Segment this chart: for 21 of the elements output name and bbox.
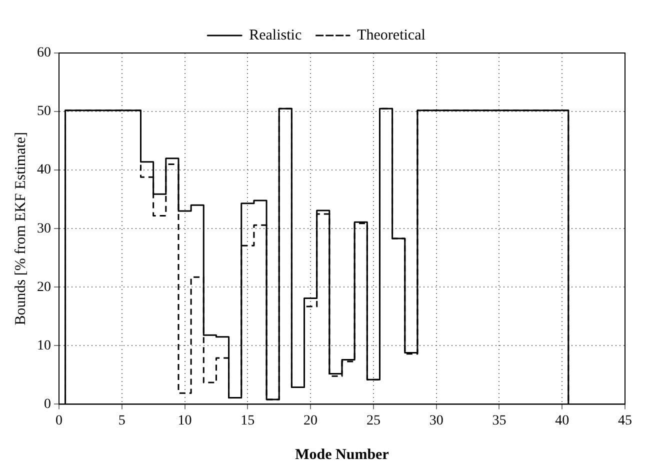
x-tick-label: 30 bbox=[429, 413, 444, 428]
y-tick-label: 10 bbox=[37, 338, 51, 354]
x-tick-label: 25 bbox=[366, 413, 380, 428]
x-tick-label: 20 bbox=[304, 413, 318, 428]
x-axis-title: Mode Number bbox=[295, 446, 390, 463]
x-tick-label: 35 bbox=[492, 413, 506, 428]
x-tick-label: 5 bbox=[118, 413, 126, 428]
y-tick-label: 0 bbox=[44, 396, 51, 412]
x-tick-label: 45 bbox=[618, 413, 632, 428]
legend-label: Realistic bbox=[249, 27, 302, 44]
x-tick-label: 40 bbox=[555, 413, 570, 428]
legend-label: Theoretical bbox=[357, 27, 426, 44]
y-tick-label: 30 bbox=[37, 221, 51, 236]
y-tick-label: 20 bbox=[37, 280, 51, 295]
y-tick-label: 50 bbox=[37, 104, 51, 120]
x-tick-label: 10 bbox=[178, 413, 192, 428]
x-tick-label: 15 bbox=[240, 413, 255, 428]
x-tick-label: 0 bbox=[56, 413, 62, 428]
y-tick-label: 60 bbox=[37, 46, 51, 61]
y-tick-label: 40 bbox=[37, 162, 51, 178]
y-axis-title: Bounds [% from EKF Estimate] bbox=[12, 132, 29, 326]
